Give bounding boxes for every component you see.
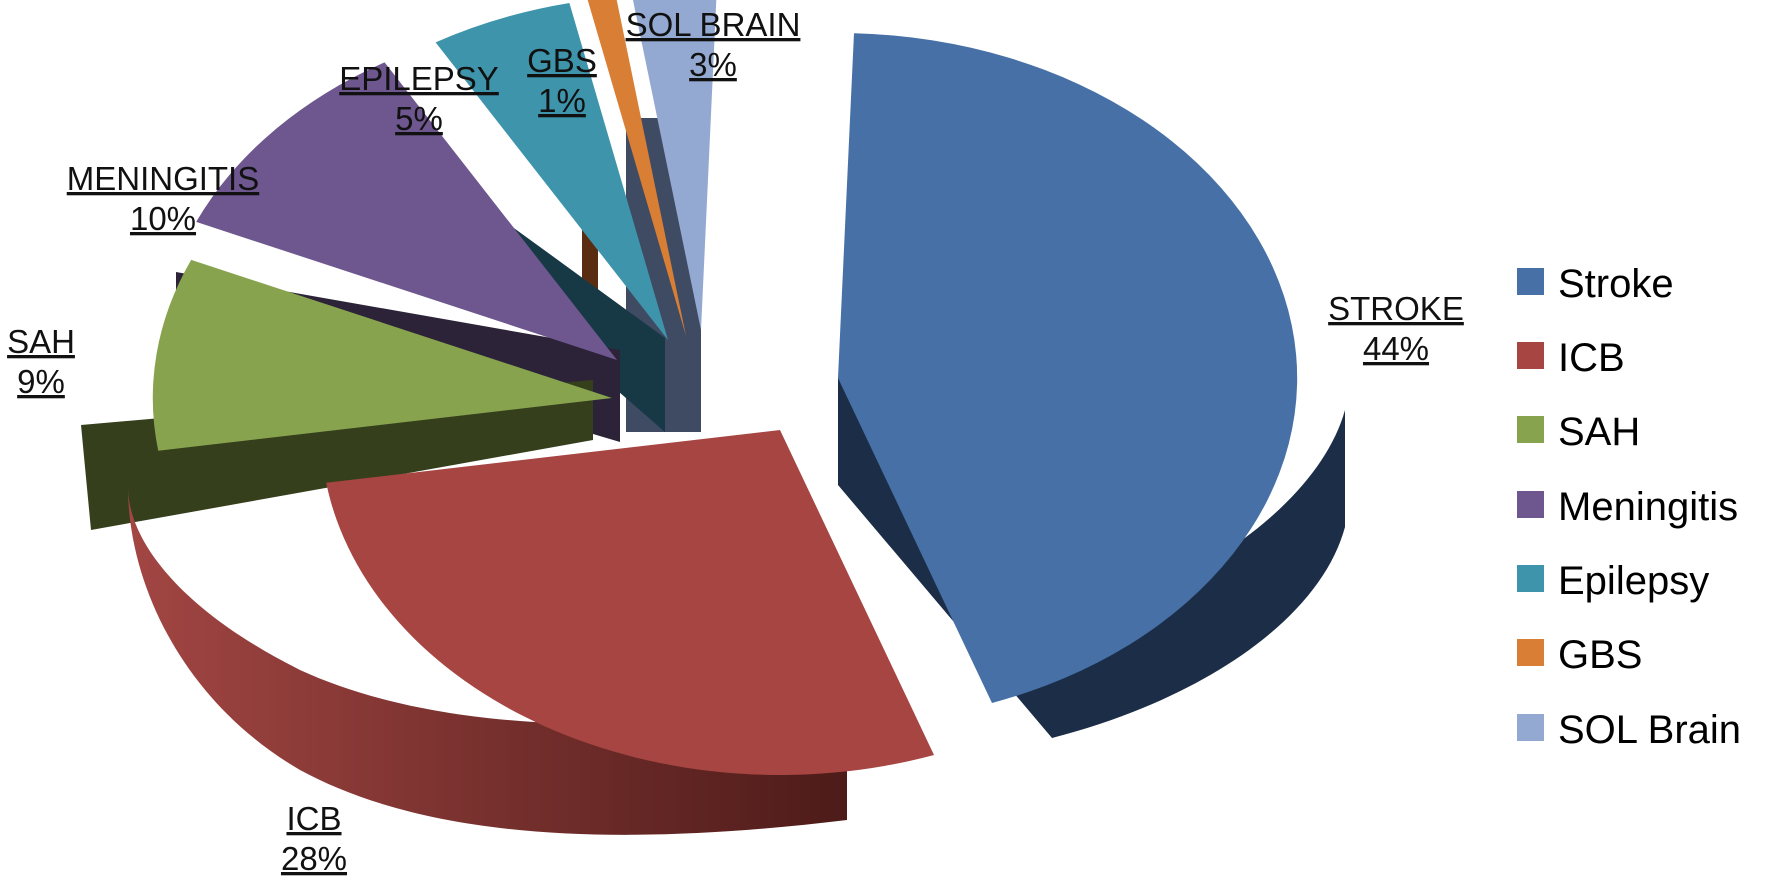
data-label-sah-name: SAH xyxy=(7,323,75,360)
legend-item-sah[interactable]: SAH xyxy=(1517,410,1640,454)
legend-label-sah: SAH xyxy=(1558,410,1640,454)
legend-label-meningitis: Meningitis xyxy=(1558,485,1738,529)
data-label-meningitis-name: MENINGITIS xyxy=(67,160,260,197)
slice-meningitis-top xyxy=(196,62,617,361)
slice-sol-brain-top xyxy=(632,0,717,330)
legend-label-icb: ICB xyxy=(1558,336,1625,380)
slice-epilepsy-top xyxy=(435,3,668,340)
data-label-sol-brain: SOL BRAIN 3% xyxy=(626,6,801,83)
legend-item-gbs[interactable]: GBS xyxy=(1517,633,1642,677)
data-label-sol-brain-pct: 3% xyxy=(689,46,737,83)
data-label-epilepsy-name: EPILEPSY xyxy=(339,60,499,97)
data-label-sol-brain-name: SOL BRAIN xyxy=(626,6,801,43)
data-label-gbs-pct: 1% xyxy=(538,82,586,119)
data-label-stroke: STROKE 44% xyxy=(1328,290,1464,367)
slice-stroke[interactable] xyxy=(838,33,1345,738)
slice-gbs-top xyxy=(587,0,686,336)
legend-swatch-stroke xyxy=(1517,268,1544,295)
legend-label-gbs: GBS xyxy=(1558,633,1642,677)
data-label-icb-name: ICB xyxy=(286,800,341,837)
legend-swatch-gbs xyxy=(1517,639,1544,666)
data-label-icb: ICB 28% xyxy=(281,800,347,877)
data-label-meningitis-pct: 10% xyxy=(130,200,196,237)
legend-swatch-epilepsy xyxy=(1517,565,1544,592)
legend-label-epilepsy: Epilepsy xyxy=(1558,559,1709,603)
data-label-epilepsy-pct: 5% xyxy=(395,100,443,137)
legend-item-icb[interactable]: ICB xyxy=(1517,336,1625,380)
legend-item-epilepsy[interactable]: Epilepsy xyxy=(1517,559,1709,603)
data-label-sah-pct: 9% xyxy=(17,363,65,400)
legend-item-sol-brain[interactable]: SOL Brain xyxy=(1517,708,1741,752)
legend-label-stroke: Stroke xyxy=(1558,262,1674,306)
legend: Stroke ICB SAH Meningitis Epilepsy GBS S… xyxy=(1517,262,1741,752)
slice-sah[interactable] xyxy=(81,259,612,530)
data-label-gbs: GBS 1% xyxy=(527,42,597,119)
legend-label-sol-brain: SOL Brain xyxy=(1558,708,1741,752)
data-label-meningitis: MENINGITIS 10% xyxy=(67,160,260,237)
data-label-icb-pct: 28% xyxy=(281,840,347,877)
data-label-epilepsy: EPILEPSY 5% xyxy=(339,60,499,137)
legend-swatch-sol-brain xyxy=(1517,714,1544,741)
data-label-sah: SAH 9% xyxy=(7,323,75,400)
slice-icb-top xyxy=(326,430,934,775)
data-label-stroke-name: STROKE xyxy=(1328,290,1464,327)
data-label-gbs-name: GBS xyxy=(527,42,597,79)
legend-item-meningitis[interactable]: Meningitis xyxy=(1517,485,1738,529)
slice-sah-top xyxy=(152,259,612,451)
slice-stroke-top xyxy=(838,33,1298,703)
data-label-stroke-pct: 44% xyxy=(1363,330,1429,367)
legend-item-stroke[interactable]: Stroke xyxy=(1517,262,1674,306)
slice-icb[interactable] xyxy=(128,430,934,835)
legend-swatch-meningitis xyxy=(1517,491,1544,518)
legend-swatch-icb xyxy=(1517,342,1544,369)
legend-swatch-sah xyxy=(1517,416,1544,443)
slice-stroke-side xyxy=(838,378,1345,738)
